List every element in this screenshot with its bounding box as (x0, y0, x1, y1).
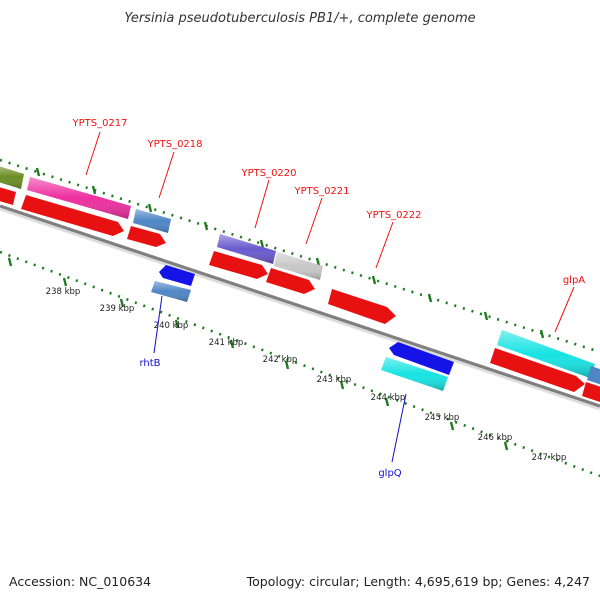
cds-arrows[interactable] (0, 186, 600, 404)
gene-feature-glpA[interactable] (497, 330, 595, 378)
kbp-label: 247 kbp (532, 453, 567, 463)
kbp-scale-labels: 238 kbp 239 kbp 240 kbp 241 kbp 242 kbp … (46, 287, 567, 463)
label-leaders-bottom (153, 295, 407, 463)
kbp-label: 245 kbp (425, 413, 460, 423)
gene-feature-YPTS_0220[interactable] (217, 234, 276, 264)
gene-feature-YPTS_0218[interactable] (133, 209, 171, 233)
kbp-label: 239 kbp (100, 304, 135, 314)
kbp-label: 244 kbp (371, 393, 406, 403)
gene-label-YPTS_0221: YPTS_0221 (293, 186, 349, 197)
map-title: Yersinia pseudotuberculosis PB1/+, compl… (124, 11, 475, 26)
gene-label-glpA: glpA (563, 275, 585, 286)
kbp-label: 246 kbp (478, 433, 513, 443)
kbp-label: 238 kbp (46, 287, 81, 297)
kbp-label: 242 kbp (263, 355, 298, 365)
gene-label-glpQ: glpQ (378, 468, 401, 479)
gene-feature[interactable] (587, 366, 600, 385)
kbp-label: 241 kbp (209, 338, 244, 348)
gene-feature-glpQ[interactable] (381, 342, 454, 391)
gene-label-YPTS_0220: YPTS_0220 (240, 168, 296, 179)
gene-label-YPTS_0217: YPTS_0217 (71, 118, 127, 129)
gene-label-rhtB: rhtB (139, 358, 160, 369)
genome-backbone (0, 204, 600, 411)
label-leaders (85, 131, 575, 333)
inner-dotted-ruler (0, 250, 600, 478)
outer-dotted-ruler (0, 158, 600, 354)
kbp-label: 240 kbp (154, 321, 189, 331)
gene-feature[interactable] (0, 165, 24, 189)
gene-feature-YPTS_0221[interactable] (274, 252, 323, 280)
gene-label-YPTS_0222: YPTS_0222 (365, 210, 421, 221)
gene-feature-rhtB[interactable] (151, 265, 195, 302)
accession-text: Accession: NC_010634 (9, 574, 151, 589)
topology-text: Topology: circular; Length: 4,695,619 bp… (246, 574, 590, 589)
kbp-label: 243 kbp (317, 375, 352, 385)
gene-feature-YPTS_0217[interactable] (27, 177, 131, 219)
gene-labels: YPTS_0217 YPTS_0218 YPTS_0220 YPTS_0221 … (71, 118, 585, 479)
gene-label-YPTS_0218: YPTS_0218 (146, 139, 202, 150)
